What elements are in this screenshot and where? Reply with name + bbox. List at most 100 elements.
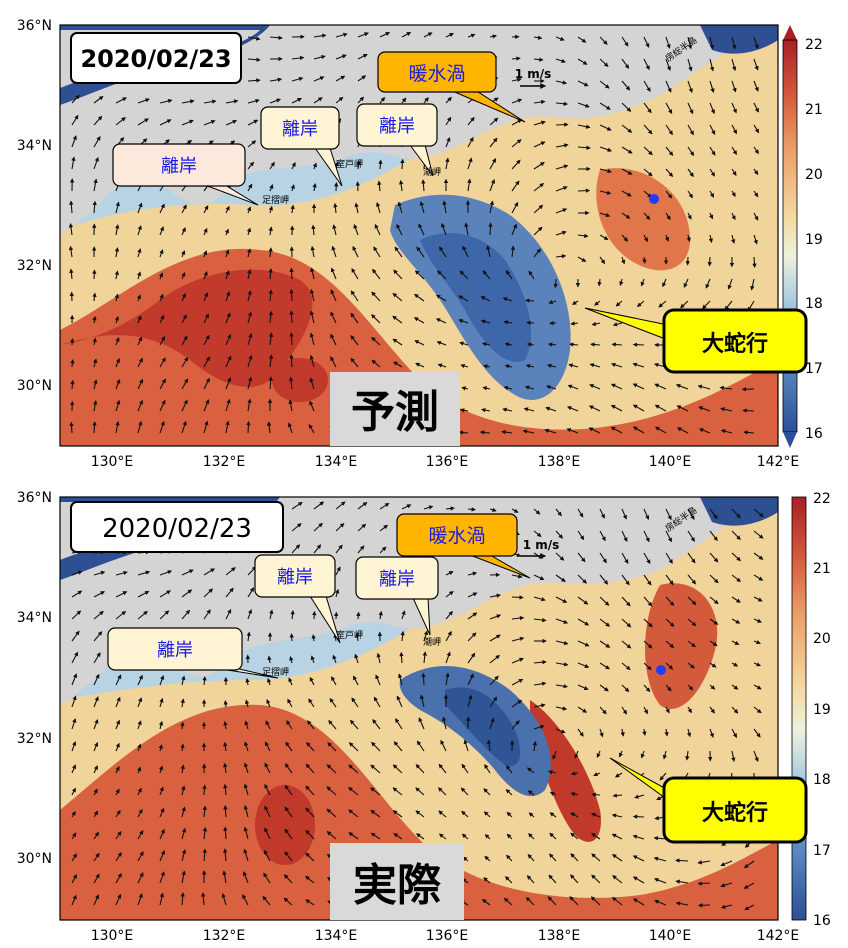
- current-vector: [731, 530, 741, 541]
- current-vector: [619, 278, 624, 286]
- current-vector: [489, 593, 501, 598]
- current-vector: [335, 75, 346, 82]
- current-vector: [137, 697, 143, 708]
- current-vector: [615, 300, 623, 307]
- current-vector: [621, 124, 633, 133]
- current-vector: [71, 673, 78, 686]
- current-vector: [548, 770, 557, 775]
- current-vector: [350, 335, 359, 346]
- current-vector: [373, 696, 381, 708]
- current-vector: [378, 159, 383, 170]
- current-vector: [269, 35, 283, 40]
- current-vector: [697, 860, 711, 865]
- axes-top: 130°E 132°E 134°E 136°E 138°E 140°E 142°…: [17, 18, 800, 470]
- current-vector: [71, 874, 77, 884]
- current-vector: [665, 596, 675, 607]
- current-vector: [283, 874, 293, 884]
- current-vector: [68, 223, 74, 236]
- current-vector: [445, 672, 450, 686]
- current-vector: [93, 873, 100, 884]
- panel-label: 予測: [351, 387, 439, 438]
- current-vector: [415, 787, 425, 796]
- current-vector: [137, 202, 143, 214]
- current-vector: [503, 385, 513, 391]
- current-vector: [71, 135, 77, 148]
- current-vector: [181, 227, 186, 236]
- colorbar-tick: 19: [805, 232, 823, 248]
- current-vector: [203, 271, 208, 280]
- current-vector: [136, 271, 142, 280]
- current-vector: [533, 226, 543, 236]
- current-vector: [511, 657, 524, 664]
- current-vector: [528, 270, 535, 280]
- current-vector: [522, 429, 535, 434]
- current-vector: [665, 530, 672, 543]
- current-vector: [137, 893, 143, 906]
- current-vector: [423, 630, 429, 642]
- current-vector: [115, 696, 121, 708]
- current-vector: [159, 226, 164, 236]
- current-vector: [69, 421, 74, 434]
- current-vector: [599, 234, 609, 240]
- offshore-callout-1: [112, 143, 246, 187]
- current-vector: [731, 102, 737, 114]
- current-vector: [665, 102, 673, 115]
- current-vector: [246, 227, 252, 236]
- current-vector: [93, 741, 99, 752]
- current-vector: [643, 58, 650, 71]
- current-vector: [71, 741, 77, 752]
- current-vector: [752, 256, 757, 268]
- current-vector: [357, 545, 365, 554]
- current-vector: [484, 764, 491, 774]
- current-vector: [591, 874, 601, 884]
- current-vector: [379, 32, 391, 38]
- y-tick: 34°N: [17, 138, 52, 154]
- current-vector: [549, 832, 557, 840]
- current-vector: [533, 99, 546, 105]
- current-vector: [664, 728, 669, 737]
- current-vector: [753, 168, 759, 176]
- current-vector: [225, 205, 230, 214]
- current-vector: [268, 289, 273, 302]
- current-vector: [348, 742, 359, 752]
- current-vector: [611, 813, 623, 818]
- current-vector: [489, 34, 497, 39]
- current-vector: [546, 385, 557, 390]
- current-vector: [71, 853, 77, 862]
- current-vector: [180, 892, 185, 906]
- current-vector: [309, 332, 315, 346]
- current-vector: [594, 300, 601, 306]
- current-vector: [268, 247, 273, 258]
- current-vector: [445, 610, 453, 620]
- current-vector: [414, 270, 425, 280]
- current-vector: [569, 896, 579, 906]
- current-vector: [753, 530, 764, 539]
- current-vector: [643, 640, 653, 649]
- current-vector: [330, 356, 337, 368]
- current-vector: [309, 400, 315, 412]
- current-vector: [467, 694, 473, 708]
- current-vector: [532, 740, 538, 752]
- current-vector: [731, 508, 741, 519]
- current-vector: [225, 420, 230, 434]
- current-vector: [263, 849, 271, 862]
- current-vector: [461, 810, 469, 818]
- current-vector: [310, 655, 315, 664]
- current-vector: [577, 662, 590, 669]
- x-tick: 136°E: [426, 928, 469, 944]
- meander-callout: [662, 308, 808, 374]
- current-vector: [401, 31, 412, 38]
- current-vector: [437, 787, 447, 796]
- x-tick: 130°E: [91, 928, 134, 944]
- current-vector: [643, 124, 653, 135]
- current-vector: [599, 146, 613, 152]
- x-tick: 138°E: [538, 454, 581, 470]
- current-vector: [92, 269, 97, 280]
- current-vector: [115, 809, 121, 818]
- current-vector: [533, 681, 547, 686]
- current-vector: [435, 318, 447, 324]
- current-vector: [555, 683, 568, 689]
- current-vector: [350, 312, 359, 324]
- current-vector: [115, 830, 122, 840]
- current-vector: [71, 764, 77, 774]
